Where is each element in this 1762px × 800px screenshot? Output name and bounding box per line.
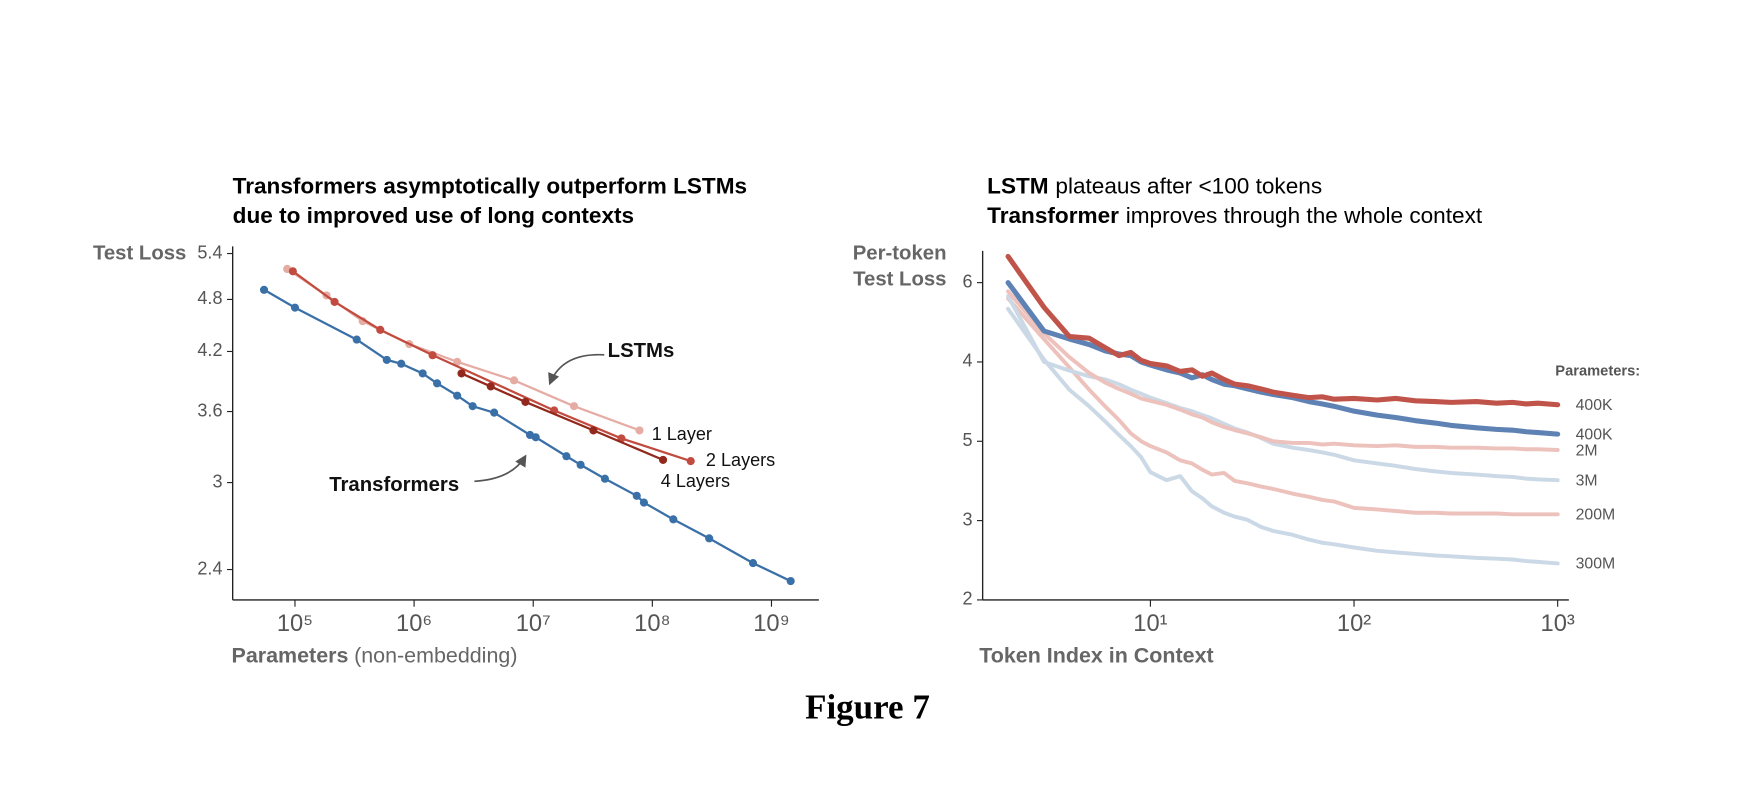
data-point bbox=[433, 379, 442, 388]
y-tick-label: 3 bbox=[212, 471, 222, 491]
series-line bbox=[1006, 296, 1560, 517]
data-point bbox=[600, 474, 610, 483]
data-point bbox=[428, 351, 437, 360]
data-point bbox=[486, 382, 495, 391]
series-line bbox=[1006, 306, 1560, 566]
data-point bbox=[376, 325, 385, 334]
legend-title: Parameters: bbox=[1555, 364, 1640, 380]
x-tick-label: 10³ bbox=[1541, 611, 1575, 637]
data-point bbox=[639, 498, 649, 507]
y-tick-label: 2.4 bbox=[197, 558, 222, 578]
data-point bbox=[397, 359, 406, 368]
x-axis-label: Parameters (non-embedding) bbox=[232, 643, 518, 667]
x-tick-label: 10⁵ bbox=[277, 611, 313, 637]
data-point bbox=[290, 303, 300, 312]
data-point bbox=[382, 355, 391, 364]
x-tick-label: 10¹ bbox=[1133, 611, 1167, 637]
data-point bbox=[562, 452, 571, 461]
caption: Figure 7 bbox=[805, 688, 930, 727]
data-point bbox=[509, 376, 519, 385]
series-label: 1 Layer bbox=[652, 424, 712, 444]
x-axis-label-main: Parameters bbox=[232, 643, 349, 667]
title-rest: plateaus after <100 tokens bbox=[1055, 174, 1322, 199]
chart-title: LSTM plateaus after <100 tokens bbox=[987, 174, 1322, 199]
legend-label: 2M bbox=[1576, 442, 1598, 459]
data-point bbox=[453, 391, 462, 400]
y-tick-label: 3.6 bbox=[197, 400, 222, 420]
series-label: Transformers bbox=[329, 474, 459, 496]
series-label: 4 Layers bbox=[661, 471, 730, 491]
data-point bbox=[453, 357, 462, 366]
y-tick-label: 6 bbox=[962, 271, 972, 291]
y-tick-label: 4 bbox=[962, 351, 972, 371]
x-tick-label: 10⁹ bbox=[753, 611, 790, 637]
data-point bbox=[576, 460, 585, 469]
series-line bbox=[1005, 253, 1561, 408]
data-point bbox=[669, 515, 678, 524]
data-point bbox=[686, 457, 695, 466]
x-tick-label: 10⁸ bbox=[634, 611, 670, 637]
annotation: LSTMs bbox=[608, 340, 675, 362]
x-axis-label-note: (non-embedding) bbox=[354, 643, 517, 667]
data-point bbox=[259, 285, 269, 294]
y-tick-label: 5 bbox=[962, 430, 972, 450]
legend-label: 300M bbox=[1576, 556, 1616, 573]
data-point bbox=[468, 402, 477, 411]
data-point bbox=[521, 397, 530, 406]
data-point bbox=[569, 402, 579, 411]
series-label: 2 Layers bbox=[706, 450, 775, 470]
x-axis-label: Token Index in Context bbox=[979, 643, 1213, 667]
data-point bbox=[288, 267, 297, 276]
legend-label: 400K bbox=[1576, 426, 1613, 443]
x-axis-label-main: Token Index in Context bbox=[979, 643, 1213, 667]
transformer-arrow bbox=[474, 454, 527, 483]
legend-label: 3M bbox=[1576, 472, 1598, 489]
chart-title: Transformer improves through the whole co… bbox=[987, 203, 1483, 228]
x-tick-label: 10⁶ bbox=[396, 611, 432, 637]
data-point bbox=[418, 369, 427, 378]
data-point bbox=[589, 426, 598, 435]
data-point bbox=[635, 426, 644, 435]
data-point bbox=[632, 491, 641, 500]
y-tick-label: 3 bbox=[962, 509, 972, 529]
x-tick-label: 10² bbox=[1337, 611, 1371, 637]
data-point bbox=[748, 559, 758, 568]
lstm-arrow bbox=[548, 353, 605, 386]
data-point bbox=[658, 455, 668, 464]
title-bold: LSTM bbox=[987, 174, 1048, 199]
y-axis-label: Test Loss bbox=[93, 243, 186, 265]
data-point bbox=[490, 408, 499, 417]
title-bold: Transformer bbox=[987, 203, 1119, 228]
data-point bbox=[330, 297, 339, 306]
y-tick-label: 4.8 bbox=[197, 288, 222, 308]
data-point bbox=[352, 335, 361, 344]
data-point bbox=[705, 534, 714, 543]
chart-title: due to improved use of long contexts bbox=[233, 203, 634, 228]
series-line bbox=[1006, 289, 1560, 453]
x-tick-label: 10⁷ bbox=[516, 611, 551, 637]
data-point bbox=[786, 577, 795, 586]
y-axis-label: Test Loss bbox=[853, 269, 946, 291]
y-tick-label: 5.4 bbox=[197, 242, 222, 262]
chart-title: Transformers asymptotically outperform L… bbox=[233, 174, 747, 199]
data-point bbox=[457, 369, 466, 378]
y-tick-label: 4.2 bbox=[197, 340, 222, 360]
legend-label: 200M bbox=[1576, 507, 1616, 524]
y-tick-label: 2 bbox=[962, 589, 972, 609]
data-point bbox=[531, 433, 540, 442]
y-axis-label: Per-token bbox=[853, 243, 947, 265]
title-rest: improves through the whole context bbox=[1126, 203, 1483, 228]
legend-label: 400K bbox=[1576, 397, 1613, 414]
